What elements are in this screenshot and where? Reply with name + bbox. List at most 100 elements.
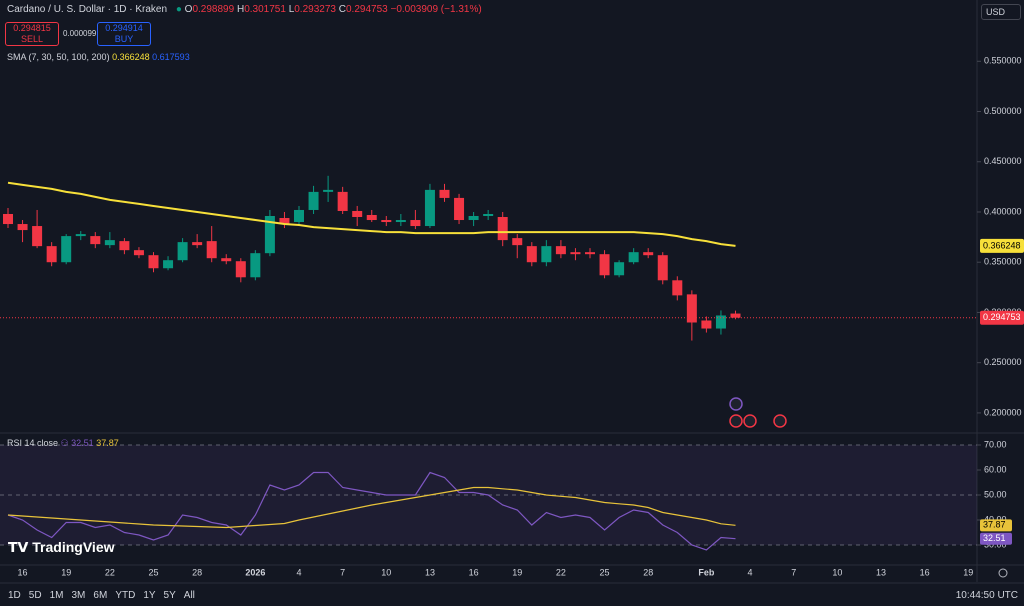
candle-body	[424, 189, 435, 227]
close-value: 0.294753	[345, 4, 388, 15]
x-tick-label: Feb	[698, 567, 715, 577]
candle-body	[672, 280, 683, 296]
sell-button[interactable]: 0.294815 SELL	[5, 22, 59, 46]
symbol-header: Cardano / U. S. Dollar · 1D · Kraken ● O…	[7, 4, 482, 15]
x-tick-label: 2026	[245, 567, 265, 577]
candle-body	[526, 246, 537, 263]
x-tick-label: 10	[832, 567, 842, 577]
event-icon	[729, 414, 743, 428]
candle-body	[221, 258, 232, 262]
candle-body	[148, 255, 159, 269]
candle-body	[294, 209, 304, 223]
sma-line	[7, 181, 736, 247]
event-icon	[729, 397, 743, 411]
price-badge-label: 0.294753	[983, 312, 1021, 322]
y-tick-label: 0.450000	[984, 156, 1022, 166]
y-tick-label: 0.400000	[984, 206, 1022, 216]
rsi-line	[7, 486, 736, 529]
x-tick-label: 16	[920, 567, 930, 577]
candle-body	[250, 253, 261, 278]
x-tick-label: 28	[643, 567, 653, 577]
rsi-badge	[980, 532, 1012, 545]
spread: 0.000099	[63, 29, 97, 38]
event-icon	[743, 414, 757, 428]
range-button[interactable]: 6M	[93, 590, 108, 601]
rsi-badge-label: 32.51	[983, 533, 1006, 543]
o-label: O	[184, 4, 193, 15]
candle-body	[323, 189, 334, 192]
candle-body	[206, 241, 217, 259]
x-tick-label: 25	[600, 567, 610, 577]
candle-body	[483, 213, 494, 216]
buy-price: 0.294914	[105, 23, 143, 33]
sma-value: 0.617593	[152, 52, 190, 62]
rsi-legend: RSI 14 close ⚇ 32.51 37.87	[7, 438, 119, 448]
candle-body	[177, 242, 188, 261]
open-value: 0.298899	[192, 4, 235, 15]
sma-badge	[980, 238, 1024, 253]
c-label: C	[338, 4, 346, 15]
candle-body	[555, 246, 566, 255]
x-tick-label: 16	[18, 567, 28, 577]
range-button[interactable]: All	[183, 590, 195, 601]
logo-text: TradingView	[32, 539, 115, 555]
sma-badge-label: 0.366248	[983, 240, 1021, 250]
candle-body	[104, 240, 115, 246]
low-value: 0.293273	[294, 4, 336, 15]
x-tick-label: 22	[105, 567, 115, 577]
candle-body	[570, 252, 581, 255]
high-value: 0.301751	[244, 4, 286, 15]
range-button[interactable]: 5Y	[163, 590, 176, 601]
candle-body	[497, 217, 508, 241]
buy-button[interactable]: 0.294914 BUY	[97, 22, 151, 46]
x-tick-label: 13	[425, 567, 435, 577]
y-tick-label: 0.200000	[984, 407, 1022, 417]
settings-icon	[998, 568, 1008, 578]
change-value: −0.003909 (−1.31%)	[390, 4, 482, 15]
l-label: L	[288, 4, 295, 15]
range-button[interactable]: 1M	[49, 590, 64, 601]
range-button[interactable]: 5D	[28, 590, 42, 601]
candle-body	[599, 254, 610, 276]
range-button[interactable]: 1D	[8, 590, 21, 601]
candle-body	[657, 255, 668, 281]
candle-body	[119, 241, 130, 251]
x-tick-label: 19	[512, 567, 522, 577]
currency-button[interactable]: USD	[981, 4, 1021, 20]
x-tick-label: 4	[748, 567, 753, 577]
symbol-title: Cardano / U. S. Dollar · 1D · Kraken	[7, 4, 168, 15]
range-bar: 1D 5D 1M 3M 6M YTD 1Y 5Y All	[8, 590, 203, 601]
candle-body	[730, 313, 741, 318]
y-tick-label: 0.350000	[984, 257, 1022, 267]
candle-body	[46, 246, 57, 263]
candle-body	[133, 250, 144, 256]
x-tick-label: 22	[556, 567, 566, 577]
range-button[interactable]: YTD	[115, 590, 136, 601]
candle-body	[32, 226, 43, 247]
candle-body	[395, 220, 406, 223]
candle-body	[454, 197, 465, 221]
x-tick-label: 7	[340, 567, 345, 577]
candle-body	[3, 213, 13, 225]
rsi-line	[7, 471, 736, 551]
y-tick-label: 0.550000	[984, 56, 1022, 66]
rsi-badge-label: 37.87	[983, 520, 1006, 530]
x-tick-label: 10	[381, 567, 391, 577]
candle-body	[512, 238, 523, 246]
y-tick-label: 0.500000	[984, 106, 1022, 116]
candle-body	[308, 191, 319, 210]
price-badge	[980, 310, 1024, 325]
rsi-value: 32.51	[71, 438, 94, 448]
candle-body	[614, 262, 625, 276]
candle-body	[468, 216, 479, 221]
candle-body	[701, 320, 712, 329]
y-tick-label: 50.00	[984, 489, 1007, 499]
range-button[interactable]: 3M	[71, 590, 86, 601]
candle-body	[352, 210, 363, 218]
range-button[interactable]: 1Y	[143, 590, 156, 601]
candle-body	[90, 236, 101, 245]
y-tick-label: 60.00	[984, 464, 1007, 474]
candle-body	[366, 214, 377, 221]
